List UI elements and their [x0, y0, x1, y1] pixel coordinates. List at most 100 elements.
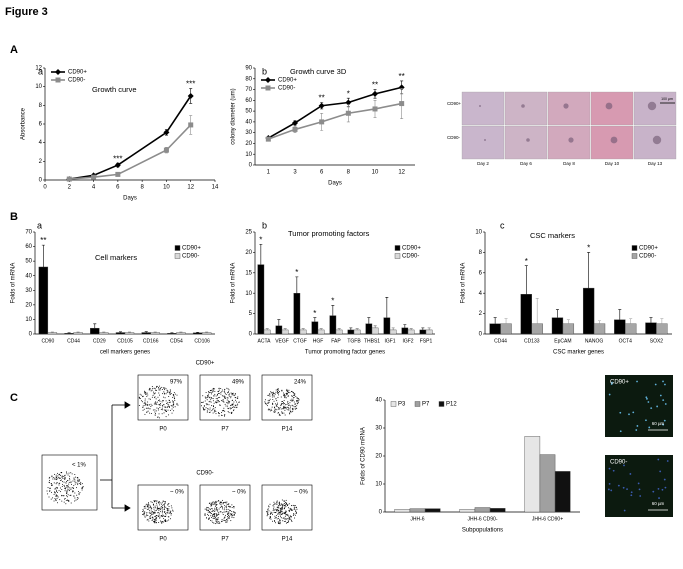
error-bar [164, 129, 168, 136]
flow-dot [223, 409, 225, 411]
flow-dot [221, 519, 223, 521]
flow-plot [41, 454, 98, 511]
flow-dot [215, 503, 217, 505]
flow-dot [148, 389, 150, 391]
flow-dot [222, 508, 224, 510]
flow-dot [72, 480, 74, 482]
flow-dot [211, 517, 213, 519]
flow-dot [202, 395, 204, 397]
flow-dot [162, 504, 164, 506]
flow-dot [154, 403, 156, 405]
flow-dot [279, 516, 281, 518]
flow-dot [285, 390, 287, 392]
flow-dot [293, 513, 295, 515]
flow-dot [51, 491, 53, 493]
flow-dot [226, 401, 228, 403]
flow-dot [156, 404, 158, 406]
passage-label: P0 [159, 537, 167, 543]
flow-dot [142, 405, 144, 407]
flow-dot [211, 397, 213, 399]
y-tick-label: 20 [375, 454, 382, 460]
flow-dot [152, 511, 154, 513]
gate-label: ~ 0% [170, 490, 185, 496]
flow-dot [50, 498, 52, 500]
flow-dot [229, 408, 231, 410]
nucleus [659, 394, 662, 397]
flow-dot [162, 405, 164, 407]
flow-dot [213, 515, 215, 517]
flow-dot [142, 510, 144, 512]
flow-dot [154, 505, 156, 507]
flow-dot [294, 394, 296, 396]
passage-label: P14 [282, 537, 293, 543]
flow-dot [69, 494, 71, 496]
bar [389, 329, 397, 335]
flow-dot [143, 390, 145, 392]
flow-dot [293, 396, 295, 398]
error-bar [189, 115, 193, 135]
flow-dot [164, 502, 166, 504]
flow-dot [56, 502, 58, 504]
flow-dot [274, 393, 276, 395]
flow-dot [232, 406, 234, 408]
x-tick-label: 2 [68, 185, 72, 191]
annotation: * [295, 268, 298, 277]
flow-dot [144, 392, 146, 394]
flow-dot [219, 413, 221, 415]
nucleus [659, 470, 662, 473]
flow-dot [286, 390, 288, 392]
flow-dot [272, 508, 274, 510]
bar [293, 293, 301, 335]
flow-dot [238, 401, 240, 403]
flow-dot [270, 516, 272, 518]
flow-dot [230, 514, 232, 516]
flow-dot [232, 410, 234, 412]
y-tick-label: 8 [479, 250, 483, 256]
flow-dot [237, 396, 239, 398]
flow-dot [208, 517, 210, 519]
nucleus [623, 464, 625, 467]
flow-dot [151, 389, 153, 391]
legend-swatch [631, 245, 638, 251]
flow-dot [296, 397, 298, 399]
flow-dot [294, 403, 296, 405]
flow-dot [206, 410, 208, 412]
flow-dot [230, 520, 232, 522]
flow-dot [226, 501, 228, 503]
flow-dot [163, 387, 165, 389]
flow-dot [170, 518, 172, 520]
bar [317, 329, 325, 335]
flow-dot [66, 496, 68, 498]
y-tick-label: 90 [245, 66, 252, 72]
error-bar [295, 276, 299, 294]
flow-dot [223, 501, 225, 503]
flow-dot [147, 503, 149, 505]
flow-dot [296, 508, 298, 510]
flow-dot [155, 402, 157, 404]
flow-dot [150, 513, 152, 515]
bar [551, 317, 564, 335]
flow-dot [168, 395, 170, 397]
bar [614, 319, 626, 335]
flow-dot [163, 412, 165, 414]
flow-dot [172, 401, 174, 403]
flow-dot [229, 401, 231, 403]
colony [610, 136, 618, 144]
flow-dot [222, 514, 224, 516]
bar [524, 436, 541, 513]
flow-dot [70, 483, 72, 485]
flow-dot [207, 513, 209, 515]
flow-dot [139, 393, 141, 395]
flow-dot [172, 394, 174, 396]
flow-dot [214, 516, 216, 518]
flow-dot [214, 513, 216, 515]
y-tick-label: 2 [479, 311, 483, 317]
flow-dot [221, 390, 223, 392]
flow-dot [64, 497, 66, 499]
flow-dot [229, 407, 231, 409]
error-bar [629, 318, 633, 324]
panel-label: A [10, 44, 18, 56]
nucleus [663, 419, 666, 422]
nucleus [635, 429, 638, 431]
flow-dot [283, 408, 285, 410]
